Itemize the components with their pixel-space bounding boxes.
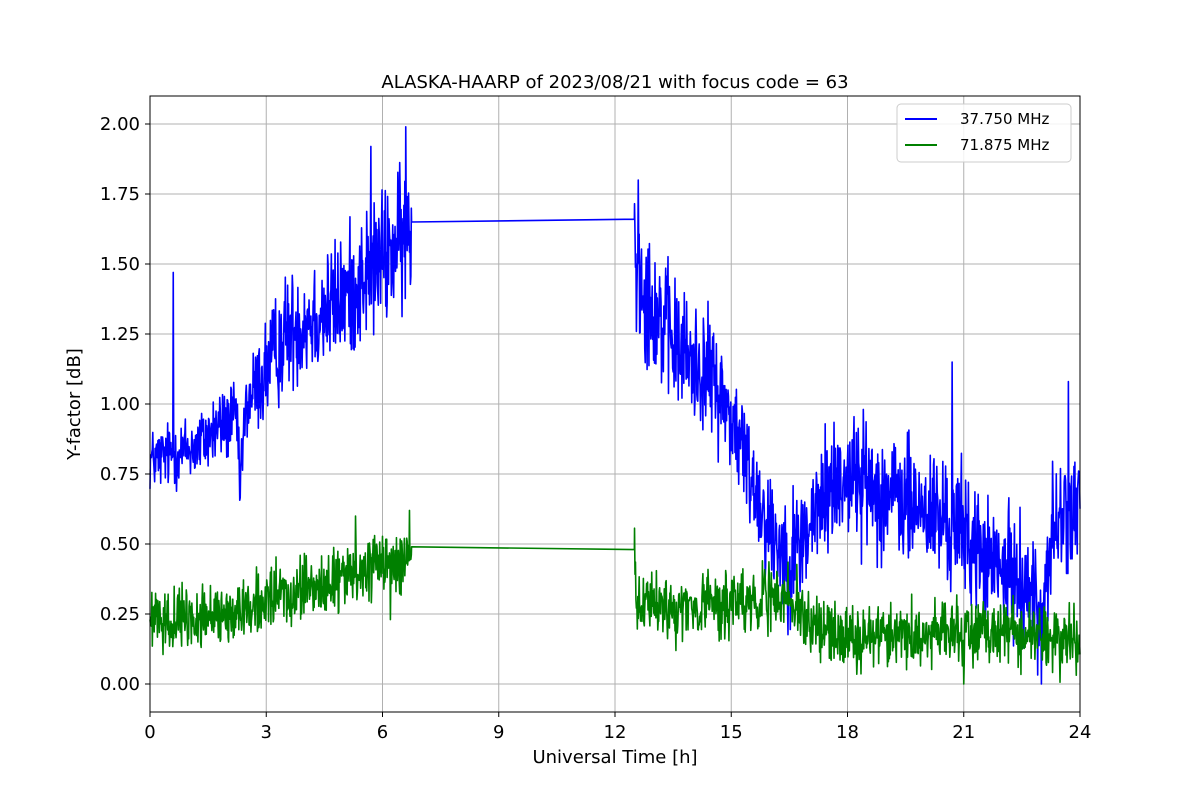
- x-tick-label: 9: [493, 722, 504, 743]
- legend-box: [896, 103, 1072, 163]
- series-line-71875: [149, 509, 1081, 685]
- x-tick-label: 0: [144, 722, 155, 743]
- y-axis: 0.00 0.25 0.50 0.75 1.00 1.25 1.50 1.75 2.00: [100, 114, 150, 695]
- legend: 37.750 MHz 71.875 MHz: [896, 103, 1072, 163]
- y-tick-label: 0.00: [100, 674, 140, 695]
- x-tick-label: 6: [377, 722, 388, 743]
- x-axis: 0 3 6 9 12 15 18 21 24: [144, 712, 1091, 743]
- x-tick-label: 21: [952, 722, 975, 743]
- series-layer: [149, 126, 1081, 685]
- legend-label-37750: 37.750 MHz: [960, 110, 1049, 128]
- x-axis-label: Universal Time [h]: [532, 747, 697, 768]
- x-tick-label: 18: [836, 722, 859, 743]
- y-tick-label: 0.75: [100, 464, 140, 485]
- x-tick-label: 3: [261, 722, 272, 743]
- x-tick-label: 24: [1069, 722, 1092, 743]
- y-tick-label: 1.50: [100, 254, 140, 275]
- chart-title: ALASKA-HAARP of 2023/08/21 with focus co…: [381, 72, 848, 93]
- series-line-37750: [149, 126, 1081, 685]
- y-tick-label: 2.00: [100, 114, 140, 135]
- y-tick-label: 0.25: [100, 604, 140, 625]
- x-tick-label: 12: [604, 722, 627, 743]
- y-axis-label: Y-factor [dB]: [64, 348, 85, 461]
- y-tick-label: 1.75: [100, 184, 140, 205]
- legend-label-71875: 71.875 MHz: [960, 136, 1049, 154]
- y-tick-label: 1.00: [100, 394, 140, 415]
- x-tick-label: 15: [720, 722, 743, 743]
- y-tick-label: 0.50: [100, 534, 140, 555]
- y-tick-label: 1.25: [100, 324, 140, 345]
